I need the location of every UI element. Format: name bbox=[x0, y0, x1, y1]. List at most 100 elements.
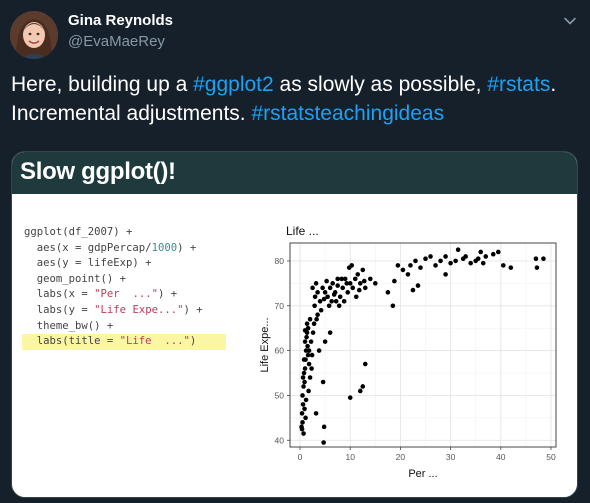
data-point bbox=[308, 317, 313, 322]
y-tick-label: 70 bbox=[275, 301, 285, 311]
data-point bbox=[305, 321, 310, 326]
data-point bbox=[334, 299, 339, 304]
data-point bbox=[408, 263, 413, 268]
slide-header: Slow ggplot()! bbox=[12, 152, 577, 194]
hashtag-rstats[interactable]: #rstats bbox=[487, 73, 550, 96]
code-string: "Life Expe..." bbox=[94, 304, 183, 316]
data-point bbox=[312, 321, 317, 326]
data-point bbox=[360, 268, 365, 273]
y-tick-label: 60 bbox=[275, 346, 285, 356]
data-point bbox=[391, 303, 396, 308]
data-point bbox=[306, 389, 311, 394]
data-point bbox=[317, 348, 322, 353]
x-tick-label: 50 bbox=[546, 452, 556, 462]
code-text: aes(x = gdpPercap/ bbox=[24, 242, 152, 254]
data-point bbox=[302, 380, 307, 385]
data-point bbox=[305, 344, 310, 349]
data-point bbox=[358, 389, 363, 394]
data-point bbox=[416, 283, 421, 288]
data-point bbox=[323, 339, 328, 344]
scatter-plot: 0 10 20 30 40 50 40 50 60 70 80 Life ... Per ... Life… bbox=[243, 215, 567, 490]
data-point bbox=[321, 440, 326, 445]
hashtag-rstatsteachingideas[interactable]: #rstatsteachingideas bbox=[251, 102, 444, 125]
code-number: 1000 bbox=[152, 242, 178, 254]
avatar[interactable] bbox=[10, 11, 58, 59]
data-point bbox=[360, 384, 365, 389]
x-tick-label: 10 bbox=[345, 452, 355, 462]
code-text: geom_point() + bbox=[24, 273, 126, 285]
data-point bbox=[301, 384, 306, 389]
data-point bbox=[496, 250, 501, 255]
code-line: aes(x = gdpPercap/1000) + bbox=[24, 241, 226, 257]
hashtag-ggplot2[interactable]: #ggplot2 bbox=[193, 73, 274, 96]
data-point bbox=[308, 375, 313, 380]
data-point bbox=[363, 362, 368, 367]
code-text: labs(title = bbox=[24, 335, 120, 347]
data-point bbox=[312, 303, 317, 308]
data-point bbox=[453, 259, 458, 264]
data-point bbox=[476, 256, 481, 261]
data-point bbox=[392, 279, 397, 284]
code-line: labs(x = "Per ...") + bbox=[24, 287, 226, 303]
data-point bbox=[433, 263, 438, 268]
code-text: labs(y = bbox=[24, 304, 94, 316]
data-point bbox=[413, 259, 418, 264]
data-point bbox=[307, 362, 312, 367]
chevron-down-icon[interactable] bbox=[562, 13, 578, 29]
data-point bbox=[396, 263, 401, 268]
data-point bbox=[423, 256, 428, 261]
code-text: labs(x = bbox=[24, 288, 94, 300]
data-point bbox=[315, 290, 320, 295]
data-point bbox=[302, 371, 307, 376]
data-point bbox=[303, 328, 308, 333]
code-line: aes(y = lifeExp) + bbox=[24, 256, 226, 272]
tweet-media[interactable]: Slow ggplot()! ggplot(df_2007) + aes(x =… bbox=[11, 151, 578, 498]
data-point bbox=[302, 407, 307, 412]
data-point bbox=[313, 295, 318, 300]
code-text: ) + bbox=[177, 242, 196, 254]
data-point bbox=[303, 416, 308, 421]
data-point bbox=[401, 268, 406, 273]
data-point bbox=[354, 295, 359, 300]
data-point bbox=[358, 281, 363, 286]
data-point bbox=[323, 290, 328, 295]
data-point bbox=[310, 353, 315, 358]
data-point bbox=[302, 357, 307, 362]
code-line-highlighted: labs(title = "Life ...") bbox=[22, 334, 226, 350]
y-axis-label: Life Expe... bbox=[259, 317, 271, 372]
code-line: geom_point() + bbox=[24, 272, 226, 288]
code-block: ggplot(df_2007) + aes(x = gdpPercap/1000… bbox=[24, 225, 226, 350]
data-point bbox=[456, 247, 461, 252]
data-point bbox=[335, 277, 340, 282]
code-text: ggplot(df_2007) + bbox=[24, 226, 132, 238]
data-point bbox=[340, 286, 345, 291]
data-point bbox=[443, 254, 448, 259]
code-line: theme_bw() + bbox=[24, 319, 226, 335]
data-point bbox=[322, 297, 327, 302]
author-handle[interactable]: @EvaMaeRey bbox=[68, 33, 165, 50]
data-point bbox=[306, 353, 311, 358]
code-string: "Per ..." bbox=[94, 288, 158, 300]
data-point bbox=[406, 272, 411, 277]
scatter-plot-svg: 0 10 20 30 40 50 40 50 60 70 80 Life ... Per ... Life… bbox=[243, 215, 567, 490]
data-point bbox=[303, 366, 308, 371]
data-point bbox=[386, 290, 391, 295]
data-point bbox=[339, 277, 344, 282]
data-point bbox=[320, 286, 325, 291]
data-point bbox=[314, 411, 319, 416]
data-point bbox=[344, 281, 349, 286]
data-point bbox=[301, 402, 306, 407]
tweet-text: Here, building up a #ggplot2 as slowly a… bbox=[11, 70, 581, 128]
data-point bbox=[418, 265, 423, 270]
data-point bbox=[301, 431, 306, 436]
data-point bbox=[443, 272, 448, 277]
data-point bbox=[350, 286, 355, 291]
slide-title: Slow ggplot()! bbox=[20, 158, 176, 186]
author-name[interactable]: Gina Reynolds bbox=[68, 12, 173, 29]
plot-panel bbox=[290, 243, 556, 447]
data-point bbox=[534, 256, 539, 261]
x-axis-label: Per ... bbox=[408, 468, 437, 480]
data-point bbox=[300, 393, 305, 398]
data-point bbox=[501, 263, 506, 268]
data-point bbox=[357, 288, 362, 293]
